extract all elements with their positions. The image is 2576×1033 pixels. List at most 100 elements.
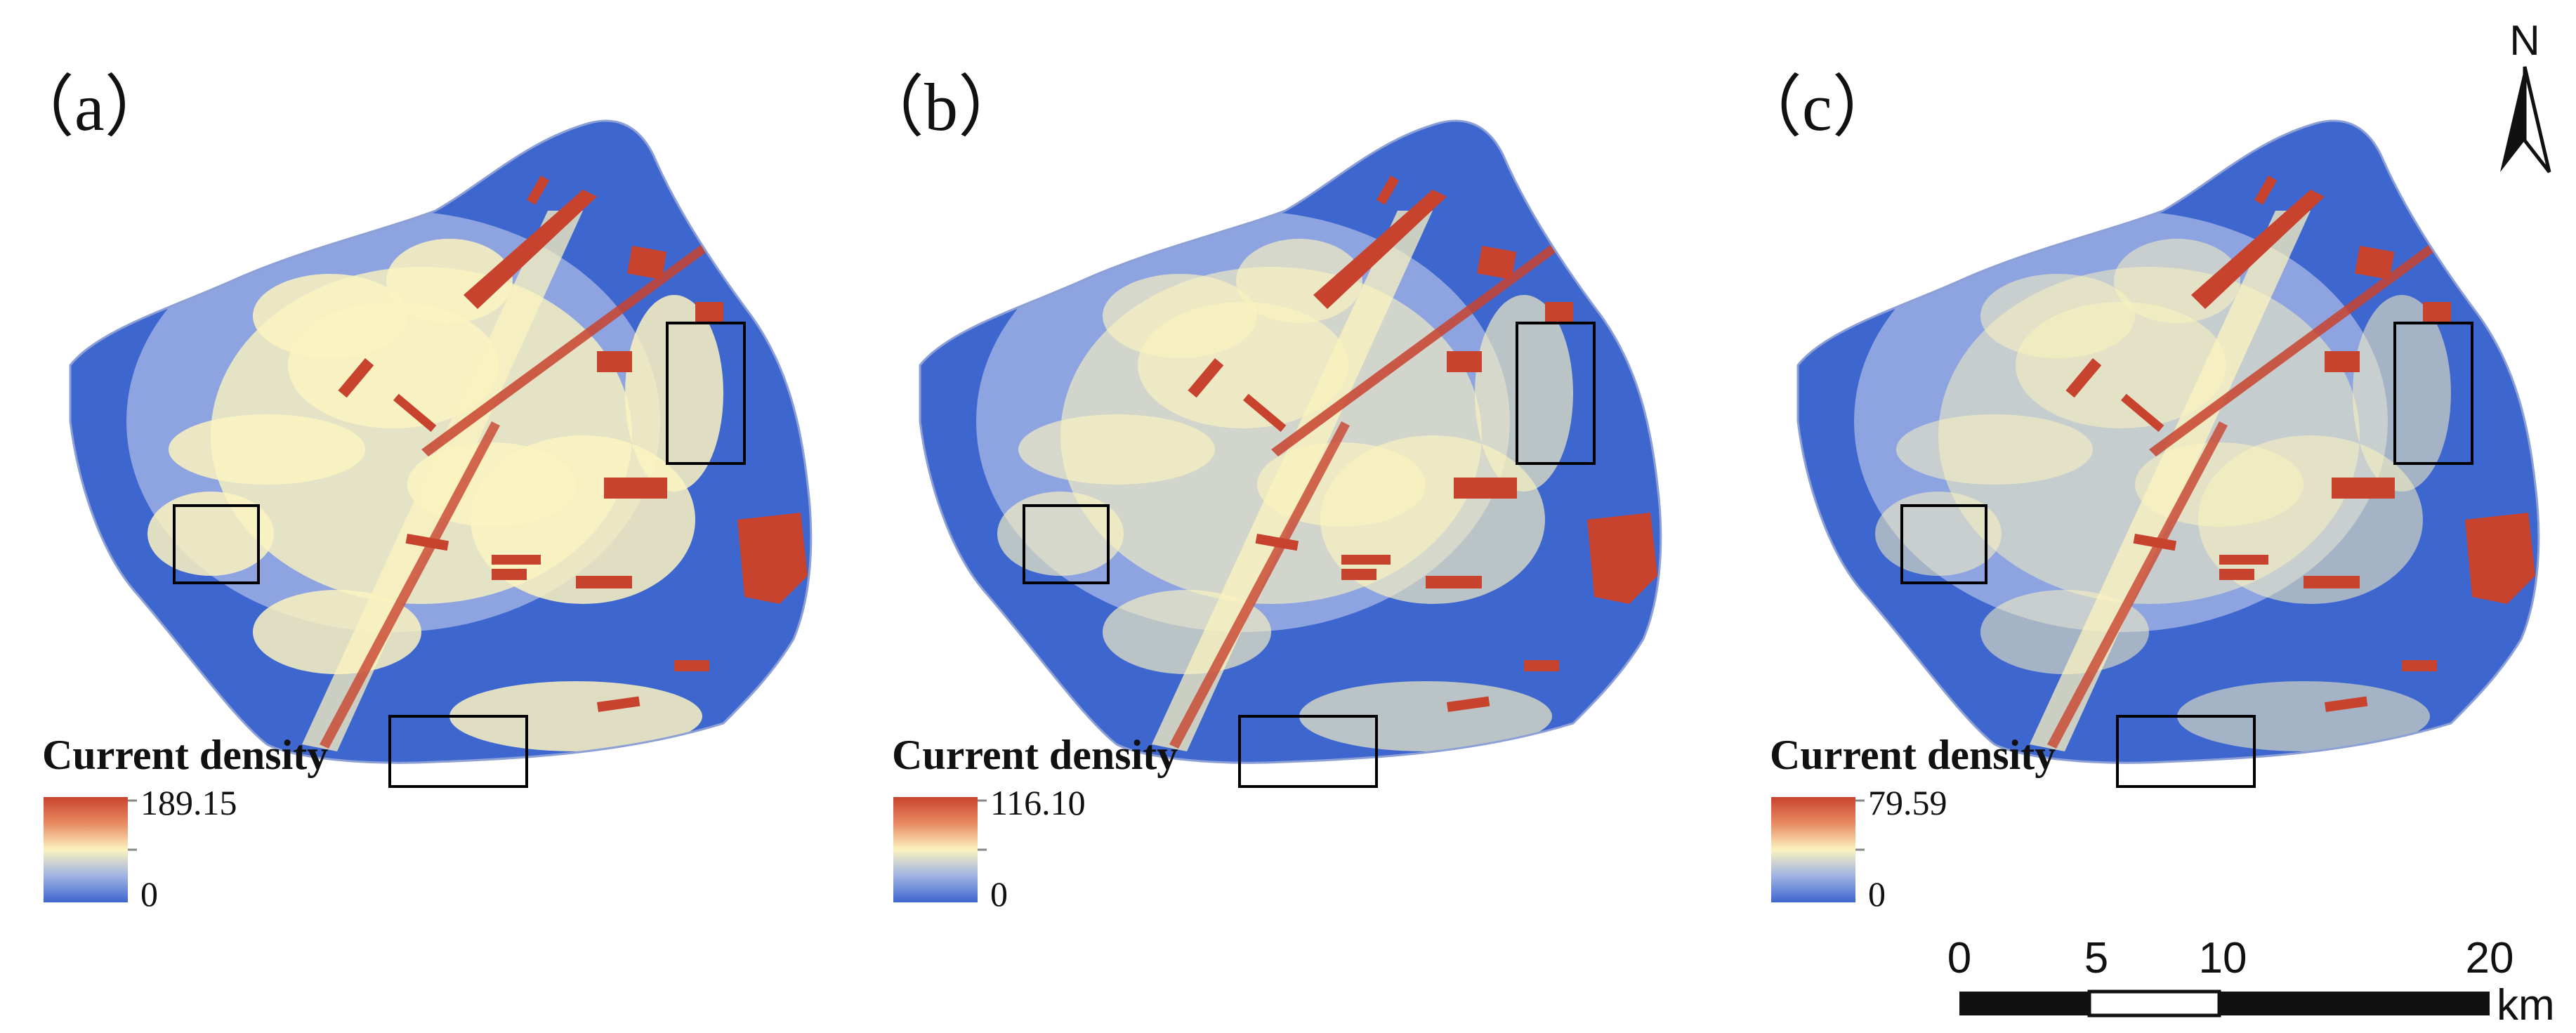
- source-patch: [1341, 569, 1376, 580]
- source-patch: [1243, 393, 1287, 432]
- source-patch: [405, 534, 449, 551]
- high-density-patch: [2353, 295, 2451, 492]
- legend-max-value: 116.10: [990, 783, 1086, 822]
- river-channel-lower: [2047, 421, 2228, 749]
- scale-bar: 0 5 10 20 km: [1947, 934, 2555, 1029]
- source-patch: [393, 393, 437, 432]
- high-density-patch: [997, 492, 1124, 576]
- river-corridor: [2030, 211, 2311, 751]
- scale-segment-2: [2087, 989, 2221, 1018]
- panel-label-c: （c）: [1735, 70, 1900, 145]
- legend-min-value: 0: [990, 874, 1008, 914]
- current-density-map-a: [69, 119, 813, 764]
- river-bank-channel: [2149, 239, 2443, 456]
- legend-title: Current density: [42, 732, 328, 778]
- legend-title: Current density: [892, 732, 1178, 778]
- source-patch: [576, 576, 632, 588]
- source-patch: [2325, 696, 2368, 712]
- source-patch: [1447, 696, 1490, 712]
- north-label: N: [2509, 17, 2539, 64]
- source-patch: [604, 478, 667, 499]
- focus-box-east: [666, 322, 746, 465]
- source-patch: [597, 696, 640, 712]
- legend-color-ramp: [1771, 797, 1855, 902]
- legend-min-value: 0: [140, 874, 158, 914]
- scale-segment-3: [2219, 992, 2490, 1015]
- source-patch: [2133, 534, 2177, 551]
- focus-box-south: [1238, 715, 1378, 788]
- map-panel-a: （a） Current density 189.15 0: [7, 70, 813, 914]
- source-patch: [2325, 351, 2360, 372]
- source-patch: [1341, 555, 1391, 565]
- source-patch: [527, 175, 550, 205]
- legend-b: Current density 116.10 0: [892, 732, 1178, 914]
- source-patch-east: [1587, 513, 1657, 604]
- current-density-map-c: [1796, 119, 2540, 764]
- high-density-patch: [169, 414, 365, 485]
- source-patch: [695, 302, 723, 323]
- scale-tick-0: 0: [1947, 934, 1971, 982]
- legend-a: Current density 189.15 0: [42, 732, 328, 914]
- source-patch: [1477, 246, 1517, 280]
- legend-min-value: 0: [1868, 874, 1886, 914]
- source-patch: [2219, 555, 2268, 565]
- source-patch: [1545, 302, 1573, 323]
- source-patch: [1426, 576, 1482, 588]
- legend-color-ramp: [893, 797, 978, 902]
- high-density-patch: [1018, 414, 1215, 485]
- source-patch: [2065, 358, 2102, 398]
- high-density-patch: [1475, 295, 1573, 492]
- source-patch: [2065, 225, 2080, 235]
- river-bank-channel: [421, 239, 715, 456]
- source-patch-east: [737, 513, 808, 604]
- river-corridor: [1152, 211, 1433, 751]
- source-patch: [2219, 569, 2254, 580]
- source-patch: [2304, 576, 2360, 588]
- source-patch: [338, 358, 374, 398]
- legend-max-value: 189.15: [140, 783, 237, 822]
- source-patch: [337, 225, 353, 235]
- river-channel-lower: [1169, 421, 1350, 749]
- focus-box-west: [1023, 504, 1110, 584]
- high-density-patch: [253, 274, 407, 358]
- north-arrow-icon: [2500, 66, 2551, 173]
- river-corridor: [302, 211, 583, 751]
- map-panel-b: （b） Current density 116.10 0: [857, 70, 1662, 914]
- source-patch: [2423, 302, 2451, 323]
- scale-segment-1: [1959, 992, 2089, 1015]
- focus-box-east: [1516, 322, 1596, 465]
- focus-box-west: [1900, 504, 1987, 584]
- panel-label-b: （b）: [857, 70, 1025, 145]
- source-patch-east: [2465, 513, 2535, 604]
- high-density-patch: [449, 681, 702, 751]
- river-channel-lower: [320, 421, 500, 749]
- source-patch: [1454, 478, 1517, 499]
- river-channel-upper: [1313, 190, 1447, 309]
- source-patch: [2332, 478, 2395, 499]
- focus-box-east: [2393, 322, 2473, 465]
- legend-color-ramp: [44, 797, 128, 902]
- source-patch: [2355, 246, 2395, 280]
- high-density-patch: [625, 295, 723, 492]
- scale-tick-10: 10: [2199, 934, 2247, 982]
- source-patch: [492, 569, 527, 580]
- high-density-patch: [2177, 681, 2430, 751]
- high-density-patch: [147, 492, 274, 576]
- scale-tick-5: 5: [2084, 934, 2108, 982]
- current-density-map-b: [919, 119, 1662, 764]
- focus-box-south: [2116, 715, 2256, 788]
- source-patch: [597, 351, 632, 372]
- source-patch: [1188, 358, 1224, 398]
- source-patch: [674, 660, 709, 671]
- high-density-patch: [1103, 274, 1257, 358]
- source-patch: [1447, 351, 1482, 372]
- source-patch: [1524, 660, 1559, 671]
- map-panel-c: （c） Current density 79.59 0: [1735, 70, 2540, 914]
- source-patch: [2121, 393, 2164, 432]
- scale-tick-20: 20: [2466, 934, 2514, 982]
- river-channel-upper: [2191, 190, 2325, 309]
- source-patch: [1376, 175, 1400, 205]
- legend-title: Current density: [1770, 732, 2056, 778]
- source-patch: [2402, 660, 2437, 671]
